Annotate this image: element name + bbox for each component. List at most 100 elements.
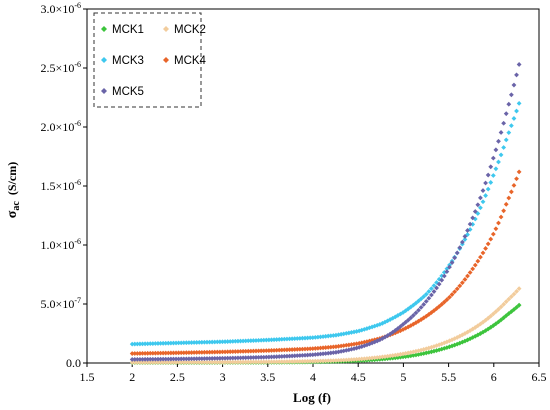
data-point (449, 343, 455, 349)
data-point (472, 262, 478, 268)
data-point (485, 186, 491, 192)
y-tick-label: 1.0×10-6 (41, 237, 81, 252)
data-point (292, 347, 298, 352)
data-point (297, 359, 303, 364)
legend-marker-mck4 (163, 57, 169, 63)
data-point (372, 355, 378, 361)
data-point (235, 338, 241, 344)
data-point (214, 359, 220, 365)
data-point (307, 352, 313, 358)
data-point (227, 339, 233, 344)
data-point (341, 357, 347, 363)
data-point (165, 340, 171, 346)
data-point (258, 359, 264, 365)
data-point (214, 339, 220, 345)
data-point (199, 349, 205, 355)
data-point (413, 310, 419, 316)
data-point (160, 359, 166, 365)
data-point (287, 347, 292, 353)
data-point (140, 356, 145, 362)
data-point (307, 335, 313, 341)
data-point (274, 347, 280, 353)
data-point (181, 340, 187, 346)
legend-box (93, 12, 202, 108)
data-point (232, 359, 238, 365)
data-point (134, 359, 140, 365)
data-point (300, 335, 305, 341)
data-point (372, 339, 378, 345)
data-point (377, 321, 383, 327)
data-point (266, 359, 272, 365)
data-point (269, 337, 274, 343)
data-point (163, 356, 169, 362)
data-point (318, 351, 323, 357)
data-point (307, 358, 313, 364)
data-point (274, 359, 280, 365)
data-point (470, 215, 476, 221)
data-point (176, 350, 182, 356)
data-point (511, 82, 517, 88)
data-point (302, 346, 308, 352)
data-point (266, 337, 272, 343)
data-point (235, 349, 241, 354)
data-point (240, 348, 246, 354)
data-point (276, 359, 282, 365)
data-point (163, 350, 169, 356)
x-axis: 1.5 2 2.5 3 3.5 4 4.5 5 5.5 6 6.5 (80, 363, 547, 384)
data-point (199, 339, 205, 345)
legend-marker-mck2 (163, 26, 169, 32)
data-point (516, 101, 522, 106)
data-point (153, 341, 158, 346)
data-point (276, 337, 282, 342)
data-point (506, 195, 512, 201)
data-point (140, 341, 145, 347)
data-point (204, 349, 210, 355)
data-point (436, 347, 442, 353)
data-point (490, 155, 496, 161)
data-point (472, 209, 478, 214)
data-point (457, 283, 463, 289)
data-point (459, 239, 465, 245)
data-point (421, 347, 427, 352)
data-point (274, 354, 280, 360)
data-point (225, 359, 231, 365)
data-point (220, 339, 225, 345)
data-point (302, 335, 308, 341)
data-point (147, 350, 153, 356)
data-point (292, 353, 298, 359)
data-point (222, 359, 228, 365)
data-point (129, 357, 135, 362)
data-point (155, 341, 161, 346)
data-point (444, 266, 450, 272)
data-point (186, 356, 192, 362)
data-point (349, 357, 354, 363)
data-point (294, 336, 300, 341)
data-point (186, 340, 192, 346)
data-point (212, 339, 218, 345)
data-point (320, 358, 326, 364)
data-point (261, 354, 267, 360)
data-point (142, 350, 148, 356)
data-point (220, 355, 225, 361)
data-point (276, 354, 282, 359)
data-point (168, 356, 174, 362)
data-point (132, 351, 138, 356)
data-point (269, 359, 274, 365)
data-point (173, 350, 179, 356)
series-mck5 (129, 62, 522, 362)
data-point (165, 350, 171, 356)
data-point (281, 347, 287, 353)
data-point (410, 313, 416, 318)
data-point (294, 359, 300, 364)
data-point (147, 359, 153, 365)
legend-label-mck3: MCK3 (112, 55, 144, 67)
data-point (330, 350, 336, 356)
data-point (171, 350, 176, 356)
data-point (129, 341, 135, 347)
data-point (287, 359, 292, 365)
data-point (436, 276, 442, 282)
data-point (349, 342, 354, 347)
data-point (421, 351, 427, 356)
data-point (153, 356, 158, 362)
data-point (132, 357, 138, 362)
